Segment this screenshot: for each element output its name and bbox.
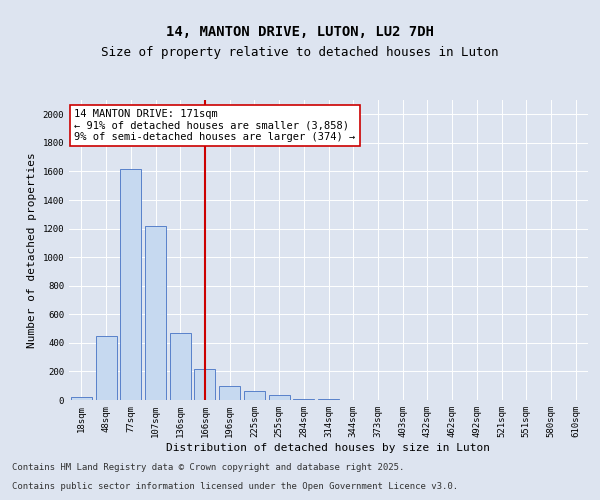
Bar	[170, 333, 191, 400]
Text: Contains public sector information licensed under the Open Government Licence v3: Contains public sector information licen…	[12, 482, 458, 491]
X-axis label: Distribution of detached houses by size in Luton: Distribution of detached houses by size …	[167, 442, 491, 452]
Text: 14 MANTON DRIVE: 171sqm
← 91% of detached houses are smaller (3,858)
9% of semi-: 14 MANTON DRIVE: 171sqm ← 91% of detache…	[74, 109, 355, 142]
Text: Size of property relative to detached houses in Luton: Size of property relative to detached ho…	[101, 46, 499, 59]
Bar	[219, 386, 240, 400]
Bar	[95, 336, 116, 400]
Bar	[194, 368, 215, 400]
Bar	[71, 397, 92, 400]
Bar	[120, 168, 141, 400]
Y-axis label: Number of detached properties: Number of detached properties	[27, 152, 37, 348]
Bar	[293, 398, 314, 400]
Bar	[244, 392, 265, 400]
Text: Contains HM Land Registry data © Crown copyright and database right 2025.: Contains HM Land Registry data © Crown c…	[12, 464, 404, 472]
Bar	[145, 226, 166, 400]
Text: 14, MANTON DRIVE, LUTON, LU2 7DH: 14, MANTON DRIVE, LUTON, LU2 7DH	[166, 26, 434, 40]
Bar	[269, 395, 290, 400]
